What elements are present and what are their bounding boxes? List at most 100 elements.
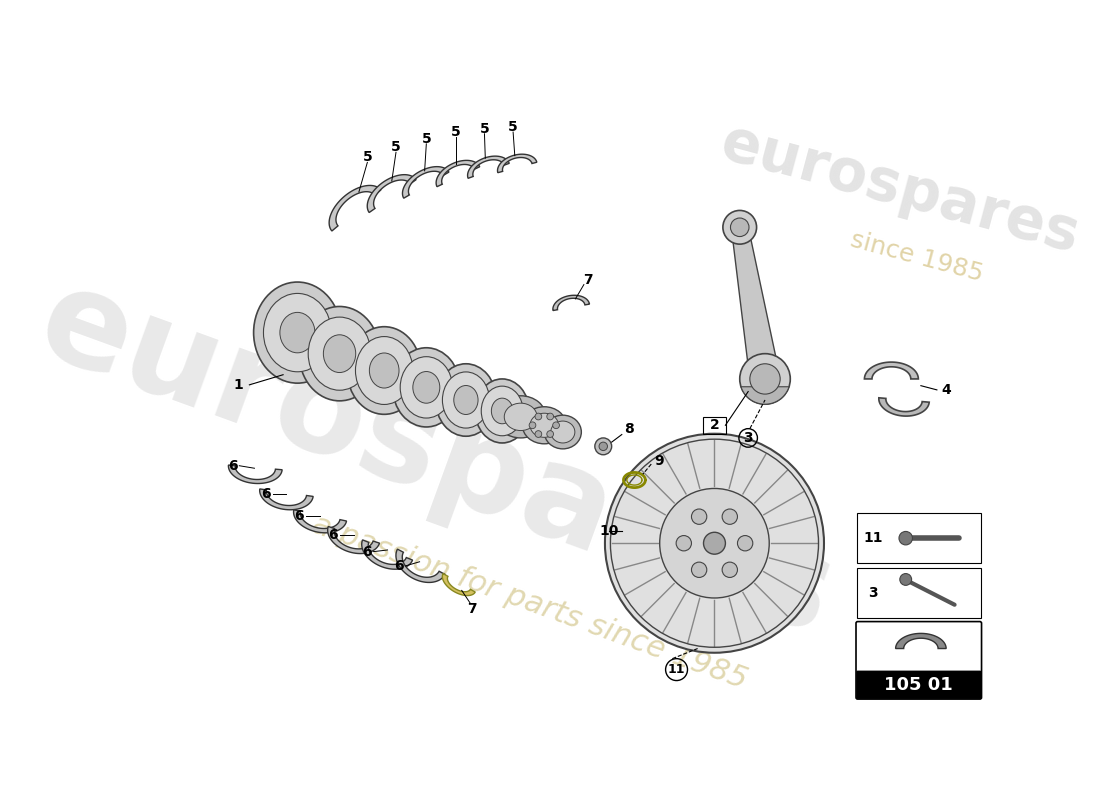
Ellipse shape: [436, 364, 496, 436]
Polygon shape: [468, 156, 509, 178]
Polygon shape: [403, 166, 449, 198]
Ellipse shape: [323, 334, 355, 373]
Circle shape: [899, 531, 913, 545]
Polygon shape: [260, 489, 313, 510]
Ellipse shape: [522, 406, 566, 444]
Text: 2: 2: [710, 418, 719, 432]
Text: 6: 6: [362, 545, 372, 558]
Polygon shape: [732, 226, 780, 382]
Polygon shape: [362, 540, 412, 570]
Circle shape: [750, 364, 780, 394]
Ellipse shape: [279, 312, 315, 353]
Text: 3: 3: [868, 586, 878, 600]
Polygon shape: [329, 186, 381, 231]
Text: 7: 7: [583, 273, 593, 286]
Ellipse shape: [544, 415, 581, 449]
Ellipse shape: [383, 362, 427, 391]
Circle shape: [595, 438, 612, 454]
Ellipse shape: [482, 386, 522, 436]
Polygon shape: [456, 394, 510, 406]
Text: 6: 6: [228, 458, 238, 473]
Text: 11: 11: [668, 663, 685, 676]
Polygon shape: [497, 154, 537, 173]
Text: 5: 5: [480, 122, 490, 136]
Polygon shape: [367, 174, 416, 213]
Text: 7: 7: [468, 602, 476, 616]
Text: 5: 5: [363, 150, 372, 164]
Ellipse shape: [551, 421, 575, 443]
Text: 8: 8: [624, 422, 634, 437]
Polygon shape: [284, 340, 352, 361]
Ellipse shape: [370, 353, 399, 388]
Text: eurospares: eurospares: [23, 257, 850, 662]
Polygon shape: [229, 465, 283, 483]
Polygon shape: [396, 549, 446, 582]
Text: a passion for parts since 1985: a passion for parts since 1985: [308, 510, 750, 694]
Circle shape: [660, 489, 769, 598]
Text: 6: 6: [328, 528, 338, 542]
Ellipse shape: [294, 324, 344, 358]
Circle shape: [676, 535, 692, 551]
Polygon shape: [442, 574, 475, 595]
Circle shape: [600, 442, 607, 450]
Text: 105 01: 105 01: [884, 676, 953, 694]
Text: 5: 5: [451, 125, 461, 139]
Circle shape: [722, 509, 737, 524]
Polygon shape: [416, 394, 475, 406]
Text: 4: 4: [942, 383, 952, 397]
Text: 5: 5: [508, 120, 518, 134]
Ellipse shape: [492, 398, 513, 424]
Ellipse shape: [530, 414, 559, 438]
Polygon shape: [456, 406, 510, 416]
Ellipse shape: [299, 306, 380, 401]
FancyBboxPatch shape: [857, 513, 981, 563]
Circle shape: [535, 413, 541, 420]
Circle shape: [547, 413, 553, 420]
Ellipse shape: [464, 390, 502, 418]
Text: 9: 9: [654, 454, 663, 468]
Ellipse shape: [308, 317, 371, 390]
Circle shape: [737, 535, 752, 551]
Polygon shape: [865, 362, 918, 379]
Circle shape: [723, 210, 757, 244]
Ellipse shape: [264, 294, 331, 372]
Circle shape: [730, 218, 749, 237]
Text: 6: 6: [295, 510, 304, 523]
Circle shape: [605, 434, 824, 653]
Polygon shape: [879, 398, 930, 416]
Polygon shape: [436, 160, 480, 186]
Circle shape: [722, 562, 737, 578]
Ellipse shape: [393, 348, 460, 427]
Polygon shape: [284, 325, 352, 346]
Polygon shape: [328, 361, 395, 377]
Text: since 1985: since 1985: [848, 227, 986, 286]
Ellipse shape: [355, 337, 412, 405]
Text: 6: 6: [394, 559, 404, 573]
Ellipse shape: [254, 282, 341, 383]
Polygon shape: [328, 526, 380, 554]
Polygon shape: [416, 382, 475, 394]
FancyBboxPatch shape: [857, 671, 981, 698]
Ellipse shape: [454, 386, 478, 414]
Circle shape: [739, 354, 790, 404]
Ellipse shape: [348, 326, 421, 414]
Polygon shape: [294, 510, 346, 533]
Ellipse shape: [475, 379, 529, 443]
Text: 5: 5: [421, 132, 431, 146]
Circle shape: [900, 574, 912, 586]
Polygon shape: [373, 377, 437, 394]
Circle shape: [552, 422, 560, 429]
Ellipse shape: [425, 378, 465, 406]
Ellipse shape: [412, 371, 440, 403]
Circle shape: [692, 509, 707, 524]
Text: 3: 3: [744, 431, 754, 445]
Text: 5: 5: [392, 140, 400, 154]
Circle shape: [704, 532, 725, 554]
Polygon shape: [373, 364, 437, 382]
Circle shape: [535, 430, 541, 438]
FancyBboxPatch shape: [856, 622, 981, 699]
FancyBboxPatch shape: [857, 568, 981, 618]
Text: 10: 10: [600, 523, 619, 538]
Polygon shape: [553, 295, 590, 310]
Text: eurospares: eurospares: [714, 114, 1086, 265]
